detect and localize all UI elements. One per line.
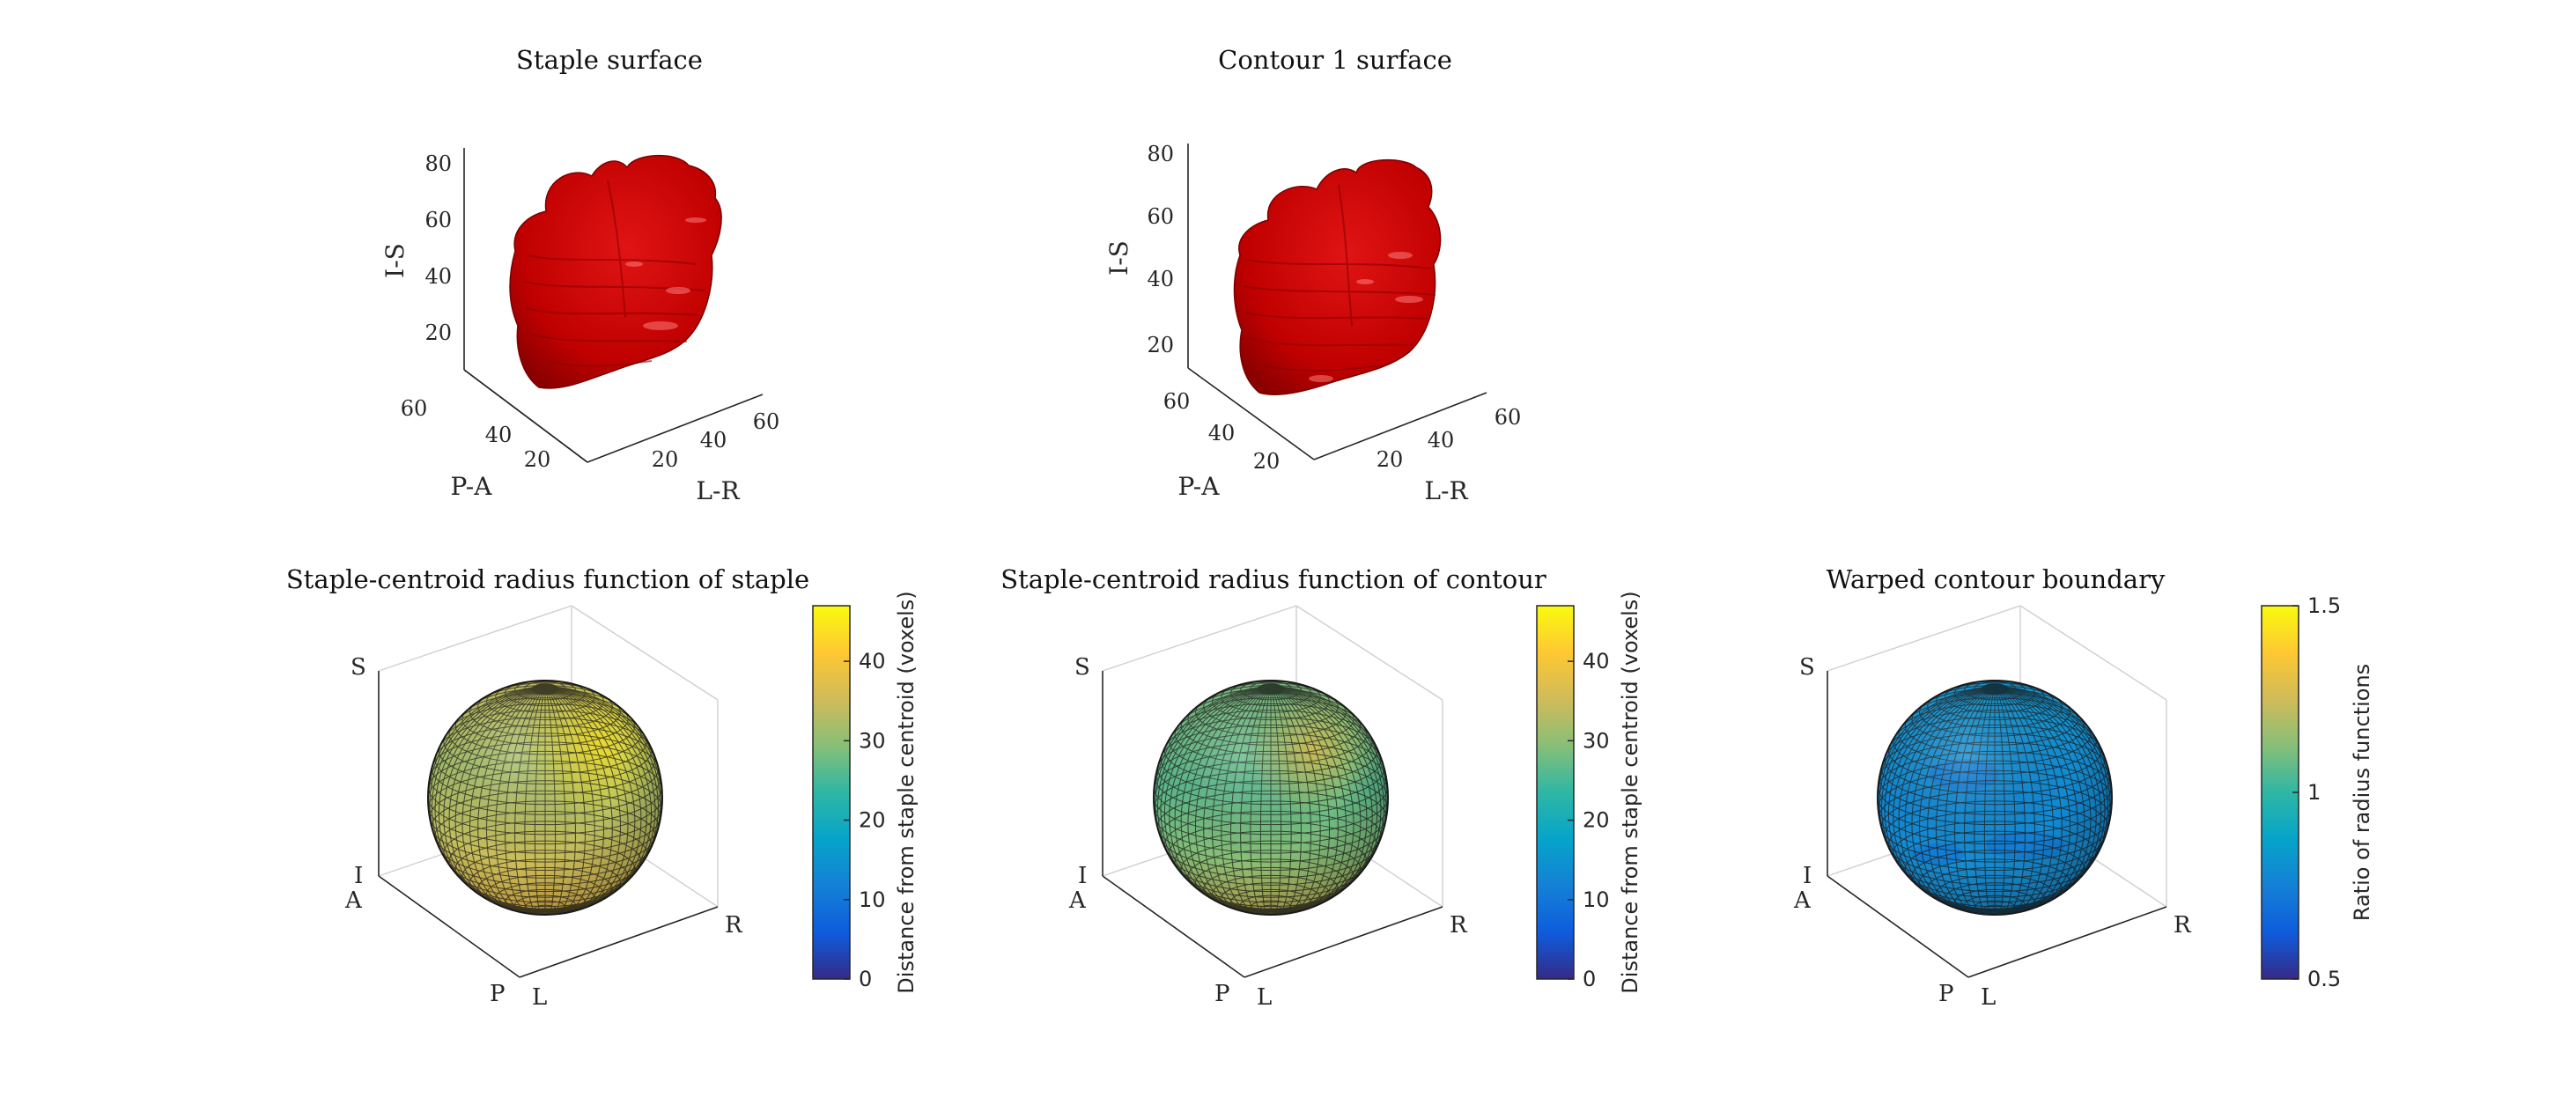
staple-surface-mesh — [509, 154, 722, 389]
colorbar-label: Distance from staple centroid (voxels) — [1618, 591, 1642, 993]
colorbar-tick-label: 0 — [859, 967, 872, 991]
colorbar-tick-label: 1.5 — [2307, 593, 2341, 618]
z-tick: 60 — [424, 208, 452, 232]
y-tick: 40 — [1208, 421, 1236, 445]
x-tick: 60 — [1495, 405, 1522, 430]
staple-surface-panel: Staple surface 80 60 40 20 I-S 60 40 20 … — [380, 45, 779, 505]
label-A: A — [1068, 887, 1087, 914]
x-tick: 20 — [652, 447, 679, 472]
warped-boundary-title: Warped contour boundary — [1827, 564, 2166, 594]
label-R: R — [725, 912, 743, 939]
y-tick: 20 — [1253, 449, 1281, 474]
colorbar-tick-label: 20 — [859, 808, 886, 833]
colorbar-tick-label: 40 — [1583, 649, 1610, 674]
colorbar: 0.5 1 1.5 Ratio of radius functions — [2261, 593, 2374, 991]
label-R: R — [1450, 912, 1468, 939]
label-L: L — [1257, 984, 1272, 1011]
contour-surface-panel: Contour 1 surface 80 60 40 20 I-S 60 40 … — [1104, 45, 1521, 505]
z-tick: 40 — [1147, 267, 1174, 291]
contour-surface-mesh — [1233, 158, 1442, 395]
staple-surface-title: Staple surface — [516, 45, 703, 75]
y-tick: 60 — [401, 396, 428, 421]
staple-surface-axes — [463, 148, 764, 463]
label-I: I — [1078, 863, 1087, 889]
colorbar-tick-label: 10 — [859, 887, 886, 912]
label-R: R — [2174, 912, 2192, 939]
sphere-axes — [1827, 671, 2167, 978]
colorbar-tick-label: 20 — [1583, 808, 1610, 833]
y-tick: 40 — [485, 423, 513, 447]
x-tick: 60 — [753, 409, 780, 434]
z-tick: 80 — [1147, 142, 1174, 166]
sphere-surface — [427, 680, 663, 916]
z-axis-label: I-S — [380, 243, 410, 278]
colorbar-tick-label: 10 — [1583, 887, 1610, 912]
x-tick: 40 — [1428, 428, 1455, 453]
staple-radius-title: Staple-centroid radius function of stapl… — [286, 564, 809, 594]
label-A: A — [1793, 887, 1812, 914]
z-tick: 80 — [424, 151, 452, 176]
label-A: A — [344, 887, 363, 914]
label-P: P — [1214, 981, 1230, 1007]
colorbar-tick-label: 0 — [1583, 967, 1596, 991]
sphere-axes — [378, 671, 719, 978]
colorbar: 0 10 20 30 40 Distance from staple centroid … — [812, 591, 919, 994]
staple-radius-panel: Staple-centroid radius function of stapl… — [286, 564, 919, 1011]
colorbar-label: Distance from staple centroid (voxels) — [894, 591, 919, 993]
colorbar-tick-label: 30 — [859, 728, 886, 753]
sphere-axes — [1102, 671, 1443, 978]
colorbar-tick-label: 40 — [859, 649, 886, 674]
x-axis-label: L-R — [1424, 476, 1468, 505]
label-I: I — [1803, 863, 1812, 889]
z-tick: 20 — [1147, 333, 1174, 357]
sphere-surface — [1153, 680, 1389, 916]
label-L: L — [1981, 984, 1996, 1011]
label-I: I — [354, 863, 363, 889]
z-axis-label: I-S — [1104, 240, 1133, 276]
label-P: P — [1938, 981, 1954, 1007]
contour-radius-title: Staple-centroid radius function of conto… — [1000, 564, 1546, 594]
sphere-surface — [1877, 680, 2113, 916]
y-axis-label: P-A — [451, 472, 493, 501]
z-tick: 20 — [424, 320, 452, 345]
colorbar-tick-label: 30 — [1583, 728, 1610, 753]
warped-boundary-panel: Warped contour boundary S — [1793, 564, 2374, 1011]
x-axis-label: L-R — [696, 476, 740, 505]
contour-radius-panel: Staple-centroid radius function of conto… — [1000, 564, 1642, 1011]
colorbar-tick-label: 0.5 — [2307, 967, 2341, 991]
colorbar-tick-label: 1 — [2307, 780, 2321, 805]
y-axis-label: P-A — [1178, 472, 1221, 501]
z-tick: 40 — [424, 264, 452, 289]
label-S: S — [351, 654, 366, 681]
label-S: S — [1074, 654, 1090, 681]
y-tick: 20 — [524, 447, 551, 472]
contour-surface-title: Contour 1 surface — [1218, 45, 1452, 75]
label-S: S — [1799, 654, 1815, 681]
x-tick: 20 — [1377, 447, 1404, 472]
z-tick: 60 — [1147, 204, 1174, 229]
label-P: P — [490, 981, 506, 1007]
colorbar-label: Ratio of radius functions — [2350, 664, 2374, 921]
label-L: L — [532, 984, 547, 1011]
y-tick: 60 — [1163, 389, 1191, 414]
colorbar: 0 10 20 30 40 Distance from staple centroid … — [1536, 591, 1642, 994]
x-tick: 40 — [700, 428, 727, 453]
contour-surface-axes — [1187, 144, 1487, 460]
